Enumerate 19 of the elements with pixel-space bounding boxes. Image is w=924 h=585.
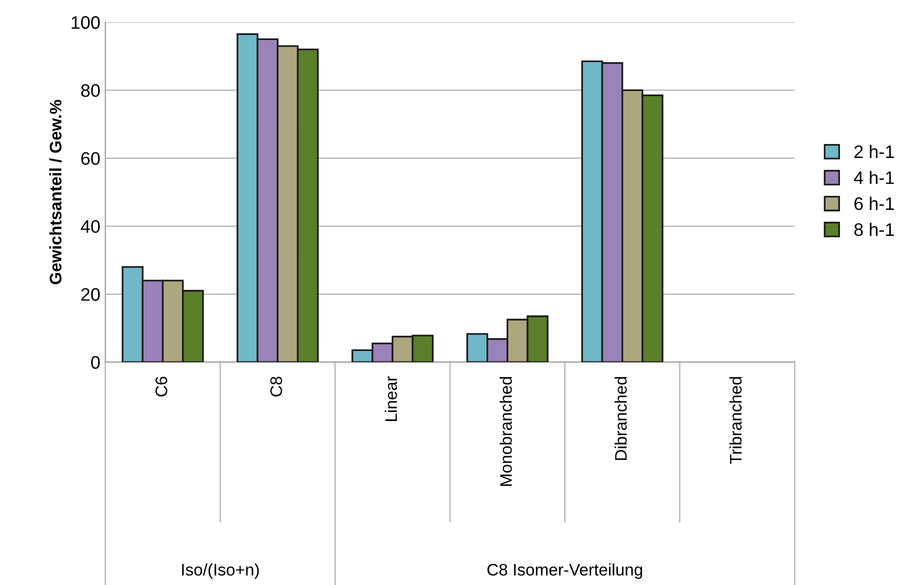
x-tick-label: Linear — [384, 376, 398, 421]
y-tick-label: 40 — [80, 220, 100, 233]
x-tick-label: Tribranched — [729, 377, 742, 464]
legend-label: 2 h-1 — [854, 144, 894, 158]
x-tick-label: Monobranched — [500, 377, 512, 486]
y-tick-label: 0 — [91, 356, 100, 369]
y-tick-label: 60 — [81, 152, 100, 165]
y-axis-title: Gewichtsanteil / Gew.% — [49, 100, 62, 284]
y-tick-label: 80 — [81, 84, 100, 97]
legend-label: 4 h-1 — [854, 170, 894, 184]
x-tick-label: C8 — [270, 376, 282, 396]
y-tick-label: 100 — [72, 16, 100, 29]
x-tick-label: C6 — [155, 376, 168, 396]
legend-label: 6 h-1 — [854, 196, 894, 210]
text: Iso/(Iso+n) — [182, 563, 259, 579]
text: C8 Isomer-Verteilung — [487, 563, 642, 579]
legend-label: 8 h-1 — [854, 222, 894, 236]
x-tick-label: Dibranched — [614, 377, 627, 460]
y-tick-label: 20 — [81, 288, 100, 301]
